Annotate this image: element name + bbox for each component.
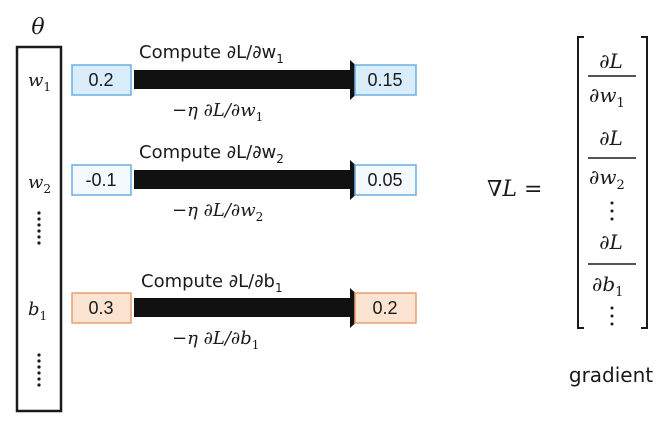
updated-box-w2 <box>354 164 417 196</box>
gradient-den-2: ∂w2 <box>589 165 625 193</box>
gradient-num-1: ∂L <box>599 49 623 73</box>
value-b1: 0.3 <box>88 298 113 318</box>
compute-label-w1: Compute ∂L/∂w1 <box>139 42 284 66</box>
param-label-b1: b1 <box>28 299 47 323</box>
gradient-num-3: ∂L <box>599 230 623 254</box>
updated-box-b1 <box>354 292 417 324</box>
gradient-ellipsis-lower <box>610 306 614 326</box>
column-ellipsis-upper <box>37 211 41 245</box>
arrow-b1 <box>134 298 352 317</box>
param-label-w2: w2 <box>28 172 51 196</box>
value-box-w1 <box>71 64 132 96</box>
value-box-b1 <box>71 292 132 324</box>
update-label-w1: −η ∂L/∂w1 <box>172 100 263 124</box>
compute-label-b1: Compute ∂L/∂b1 <box>141 271 283 295</box>
parameter-vector-box <box>15 45 63 413</box>
gradient-lhs: ∇L = <box>487 177 542 202</box>
arrow-w1 <box>134 70 352 89</box>
column-ellipsis-lower <box>37 353 41 387</box>
gradient-right-bracket <box>641 36 648 329</box>
value-box-w2 <box>71 164 132 196</box>
compute-label-w2: Compute ∂L/∂w2 <box>139 142 284 166</box>
update-label-b1: −η ∂L/∂b1 <box>172 328 259 352</box>
updated-value-w1: 0.15 <box>367 70 402 90</box>
update-label-w2: −η ∂L/∂w2 <box>172 200 263 224</box>
gradient-den-1: ∂w1 <box>589 83 625 111</box>
theta-label: θ <box>31 15 44 40</box>
arrow-w2 <box>134 170 352 189</box>
gradient-ellipsis-upper <box>610 201 614 221</box>
gradient-num-2: ∂L <box>599 126 623 150</box>
updated-value-b1: 0.2 <box>372 298 397 318</box>
updated-box-w1 <box>354 64 417 96</box>
gradient-caption: gradient <box>569 363 653 387</box>
gradient-left-bracket <box>577 36 584 329</box>
value-w1: 0.2 <box>88 70 113 90</box>
updated-value-w2: 0.05 <box>367 170 402 190</box>
value-w2: -0.1 <box>85 170 116 190</box>
param-label-w1: w1 <box>28 70 51 94</box>
gradient-den-3: ∂b1 <box>592 272 623 300</box>
